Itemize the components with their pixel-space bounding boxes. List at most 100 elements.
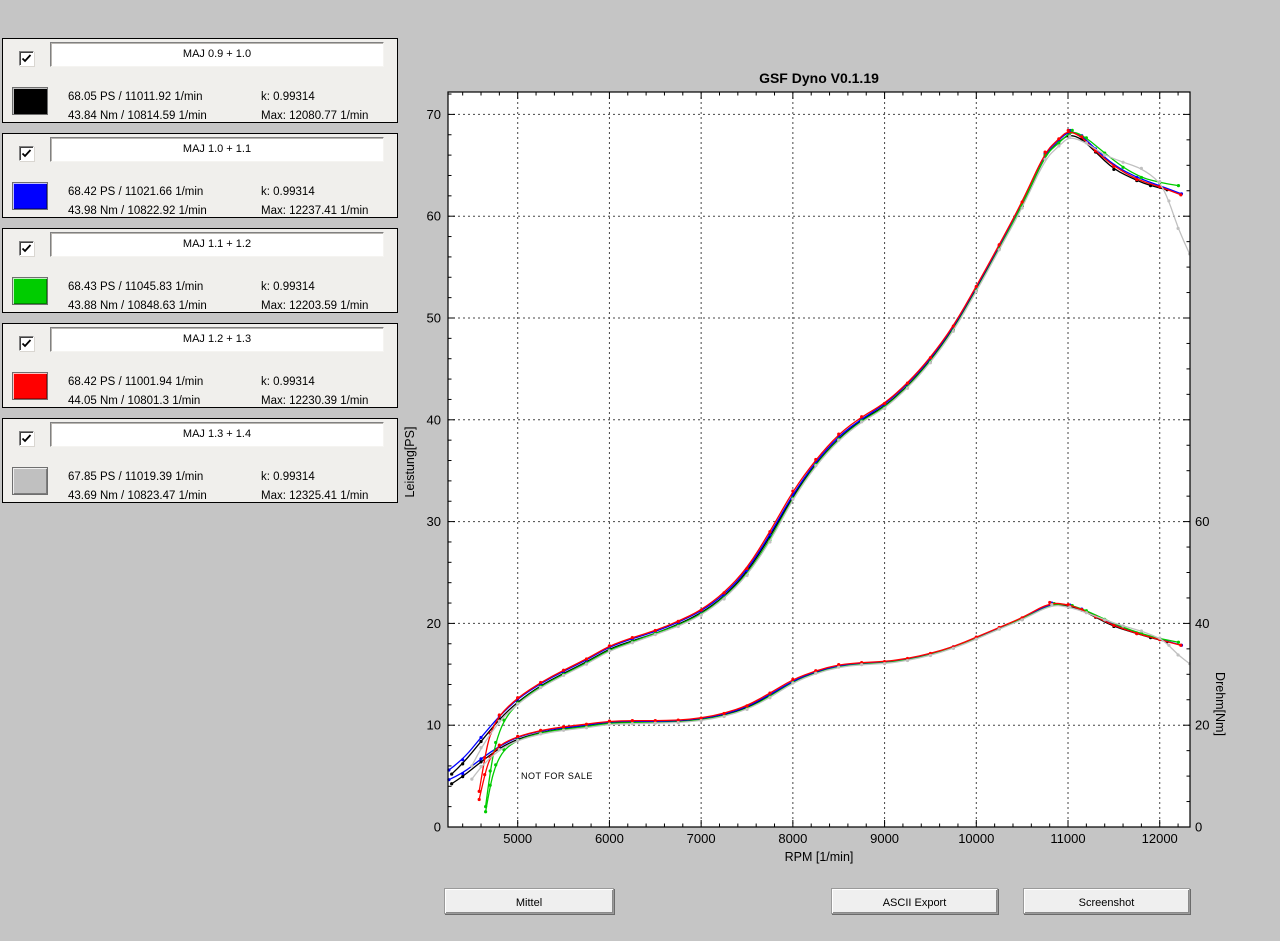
run-k-value: k: 0.99314 bbox=[261, 471, 315, 483]
run-name-field[interactable]: MAJ 1.2 + 1.3 bbox=[50, 327, 384, 352]
data-point bbox=[1043, 150, 1047, 154]
data-point bbox=[1084, 611, 1088, 615]
data-point bbox=[951, 646, 955, 650]
data-point bbox=[722, 591, 726, 595]
run-power-value: 68.05 PS / 11011.92 1/min bbox=[68, 91, 203, 103]
checkmark-icon bbox=[21, 149, 32, 158]
data-point bbox=[470, 764, 474, 768]
data-point bbox=[1158, 179, 1162, 184]
run-panel-2: MAJ 1.0 + 1.1 68.42 PS / 11021.66 1/min … bbox=[2, 133, 398, 218]
run-max-value: Max: 12203.59 1/min bbox=[261, 300, 369, 312]
data-point bbox=[477, 789, 481, 793]
run-checkbox[interactable] bbox=[19, 431, 34, 446]
data-point bbox=[997, 243, 1001, 247]
data-point bbox=[479, 757, 483, 761]
data-point bbox=[1176, 653, 1180, 657]
x-tick-label: 9000 bbox=[870, 831, 899, 846]
data-point bbox=[860, 415, 864, 419]
run-color-swatch[interactable] bbox=[12, 372, 48, 400]
run-power-value: 68.42 PS / 11001.94 1/min bbox=[68, 376, 204, 388]
checkmark-icon bbox=[21, 54, 32, 63]
data-point bbox=[1020, 618, 1024, 622]
data-point bbox=[1066, 602, 1070, 607]
data-point bbox=[497, 748, 501, 752]
data-point bbox=[722, 597, 726, 601]
data-point bbox=[768, 696, 772, 700]
data-point bbox=[837, 432, 841, 436]
x-tick-label: 6000 bbox=[595, 831, 624, 846]
run-checkbox[interactable] bbox=[19, 241, 34, 256]
data-point bbox=[676, 718, 680, 722]
data-point bbox=[837, 665, 841, 669]
run-checkbox[interactable] bbox=[19, 336, 34, 351]
run-color-swatch[interactable] bbox=[12, 87, 48, 115]
data-point bbox=[791, 681, 795, 685]
y-right-tick-label: 0 bbox=[1195, 820, 1202, 835]
data-point bbox=[1048, 600, 1052, 605]
data-point bbox=[607, 719, 612, 723]
data-point bbox=[1103, 153, 1107, 157]
data-point bbox=[1084, 136, 1088, 140]
run-name-field[interactable]: MAJ 0.9 + 1.0 bbox=[50, 42, 384, 67]
data-point bbox=[483, 772, 487, 777]
data-point bbox=[561, 668, 566, 672]
ascii-export-button[interactable]: ASCII Export bbox=[831, 888, 998, 914]
screenshot-button[interactable]: Screenshot bbox=[1023, 888, 1190, 914]
run-name-field[interactable]: MAJ 1.0 + 1.1 bbox=[50, 137, 384, 162]
y-left-tick-label: 0 bbox=[434, 820, 441, 835]
x-tick-label: 10000 bbox=[958, 831, 994, 846]
plot-curves bbox=[447, 128, 1192, 814]
data-point bbox=[928, 361, 933, 365]
run-color-swatch[interactable] bbox=[12, 277, 48, 305]
run-k-value: k: 0.99314 bbox=[261, 91, 315, 103]
run-k-value: k: 0.99314 bbox=[261, 376, 315, 388]
y-left-tick-label: 60 bbox=[427, 209, 441, 224]
data-point bbox=[516, 696, 520, 700]
run-power-value: 67.85 PS / 11019.39 1/min bbox=[68, 471, 204, 483]
data-point bbox=[1080, 135, 1084, 139]
curve-nm bbox=[471, 605, 1190, 780]
data-point bbox=[607, 649, 612, 653]
run-checkbox[interactable] bbox=[19, 51, 34, 66]
data-point bbox=[1103, 618, 1107, 622]
data-point bbox=[539, 680, 543, 685]
run-k-value: k: 0.99314 bbox=[261, 186, 315, 198]
run-name-field[interactable]: MAJ 1.1 + 1.2 bbox=[50, 232, 384, 257]
run-name-field[interactable]: MAJ 1.3 + 1.4 bbox=[50, 422, 384, 447]
data-point bbox=[1057, 137, 1061, 141]
data-point bbox=[479, 745, 483, 750]
curve-ps bbox=[484, 132, 1179, 807]
data-point bbox=[539, 685, 543, 690]
data-point bbox=[837, 438, 841, 442]
data-point bbox=[516, 738, 520, 743]
run-panel-5: MAJ 1.3 + 1.4 67.85 PS / 11019.39 1/min … bbox=[2, 418, 398, 503]
data-point bbox=[484, 810, 488, 814]
run-max-value: Max: 12230.39 1/min bbox=[261, 395, 369, 407]
data-point bbox=[1112, 164, 1116, 168]
mittel-button[interactable]: Mittel bbox=[444, 888, 614, 914]
data-point bbox=[745, 704, 749, 708]
run-color-swatch[interactable] bbox=[12, 182, 48, 210]
data-point bbox=[814, 464, 818, 468]
data-point bbox=[1020, 206, 1024, 210]
data-point bbox=[882, 662, 887, 666]
data-point bbox=[479, 760, 483, 764]
plot-gridlines bbox=[448, 92, 1190, 827]
data-point bbox=[1084, 141, 1088, 145]
run-torque-value: 43.98 Nm / 10822.92 1/min bbox=[68, 205, 207, 217]
data-point bbox=[1112, 623, 1116, 628]
data-point bbox=[1043, 157, 1047, 161]
data-point bbox=[974, 637, 978, 641]
data-point bbox=[1070, 128, 1074, 132]
y-right-tick-label: 60 bbox=[1195, 514, 1209, 529]
run-max-value: Max: 12325.41 1/min bbox=[261, 490, 369, 502]
data-point bbox=[461, 762, 465, 766]
run-color-swatch[interactable] bbox=[12, 467, 48, 495]
data-point bbox=[1057, 141, 1061, 145]
data-point bbox=[477, 797, 481, 802]
run-checkbox[interactable] bbox=[19, 146, 34, 161]
data-point bbox=[1112, 167, 1116, 171]
data-point bbox=[1167, 199, 1171, 203]
data-point bbox=[768, 540, 772, 544]
run-panel-3: MAJ 1.1 + 1.2 68.43 PS / 11045.83 1/min … bbox=[2, 228, 398, 313]
